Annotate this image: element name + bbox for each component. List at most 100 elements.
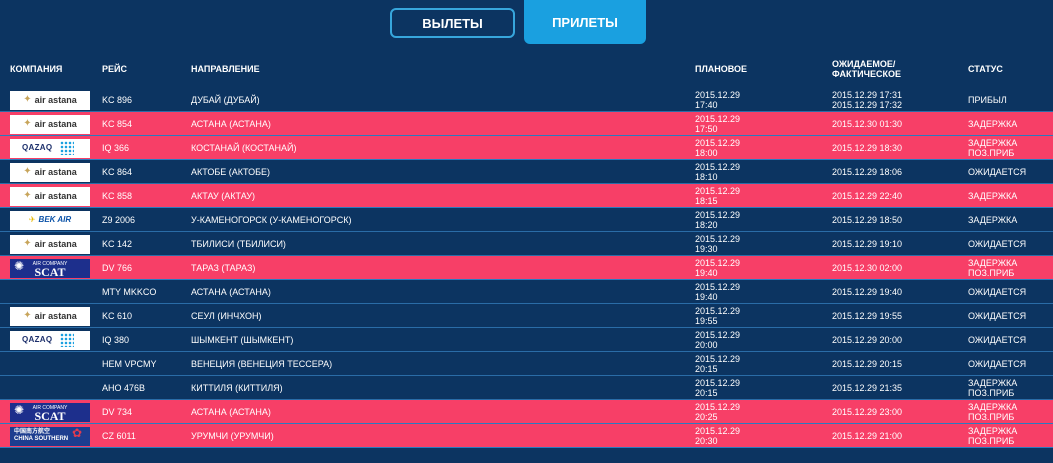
qazaq-dots-icon [60, 332, 74, 347]
status: ЗАДЕРЖКА ПОЗ.ПРИБ [968, 400, 1017, 424]
actual-time-line1: 2015.12.29 17:31 [832, 90, 903, 100]
planned-clock: 18:15 [695, 196, 718, 206]
table-row[interactable]: 中国南方航空 CHINA SOUTHERN ✿ CZ 6011 УРУМЧИ (УРУМ… [0, 424, 1053, 448]
air-astana-logo: ✦ air astana [10, 186, 90, 206]
table-row[interactable]: ✦ air astana KC 864 АКТОБЕ (АКТОБЕ) 2015.12.… [0, 160, 1053, 184]
status: ЗАДЕРЖКА [968, 208, 1017, 232]
table-row[interactable]: ✦ air astana KC 854 АСТАНА (АСТАНА) 2015.12.… [0, 112, 1053, 136]
planned-clock: 19:55 [695, 316, 718, 326]
status-line1: ЗАДЕРЖКА [968, 191, 1018, 201]
destination: ДУБАЙ (ДУБАЙ) [191, 95, 260, 105]
table-row[interactable]: QAZAQ IQ 366 КОСТАНАЙ (КОСТАНАЙ) 2015.12.29… [0, 136, 1053, 160]
tab-arrivals[interactable]: ПРИЛЕТЫ [524, 0, 646, 44]
destination: ТАРАЗ (ТАРАЗ) [191, 263, 256, 273]
airline-logo-cell: ✦ air astana [10, 232, 90, 256]
table-row[interactable]: AHO 476B КИТТИЛЯ (КИТТИЛЯ) 2015.12.29 20:15… [0, 376, 1053, 400]
header-actual: ОЖИДАЕМОЕ/ ФАКТИЧЕСКОЕ [832, 50, 901, 88]
table-row[interactable]: ✺ AIR COMPANY SCAT DV 734 АСТАНА (АСТАНА) 201… [0, 400, 1053, 424]
airline-logo-cell: ✦ air astana [10, 184, 90, 208]
actual-time-line1: 2015.12.29 18:50 [832, 215, 903, 225]
table-row[interactable]: ✦ air astana KC 610 СЕУЛ (ИНЧХОН) 2015.12.29… [0, 304, 1053, 328]
status: ЗАДЕРЖКА ПОЗ.ПРИБ [968, 136, 1017, 160]
planned-date: 2015.12.29 [695, 282, 741, 292]
destination: ВЕНЕЦИЯ (ВЕНЕЦИЯ ТЕССЕРА) [191, 359, 333, 369]
planned-clock: 17:40 [695, 100, 718, 110]
destination: КОСТАНАЙ (КОСТАНАЙ) [191, 143, 297, 153]
flight-number: HEM VPCMY [102, 359, 157, 369]
table-row[interactable]: ✈ BEK AIR Z9 2006 У-КАМЕНОГОРСК (У-КАМЕНОГО… [0, 208, 1053, 232]
kapok-flower-icon: ✿ [71, 426, 82, 440]
table-row[interactable]: ✦ air astana KC 142 ТБИЛИСИ (ТБИЛИСИ) 2015.1… [0, 232, 1053, 256]
destination: У-КАМЕНОГОРСК (У-КАМЕНОГОРСК) [191, 215, 352, 225]
actual-time: 2015.12.29 18:50 [832, 208, 902, 232]
actual-time: 2015.12.29 20:15 [832, 352, 902, 376]
actual-time: 2015.12.29 22:40 [832, 184, 902, 208]
logo-text: air astana [34, 311, 77, 321]
planned-time: 2015.12.29 20:00 [695, 328, 740, 352]
actual-time: 2015.12.29 21:35 [832, 376, 902, 400]
planned-time: 2015.12.29 20:25 [695, 400, 740, 424]
table-row[interactable]: ✦ air astana KC 896 ДУБАЙ (ДУБАЙ) 2015.12.29… [0, 88, 1053, 112]
flights-table: ✦ air astana KC 896 ДУБАЙ (ДУБАЙ) 2015.12.29… [0, 88, 1053, 448]
status-line1: ЗАДЕРЖКА [968, 426, 1018, 436]
status-line2: ПОЗ.ПРИБ [968, 436, 1015, 446]
scat-logo: ✺ AIR COMPANY SCAT [10, 258, 90, 278]
actual-time: 2015.12.29 20:00 [832, 328, 902, 352]
table-row[interactable]: ✺ AIR COMPANY SCAT DV 766 ТАРАЗ (ТАРАЗ) 2015.… [0, 256, 1053, 280]
qazaq-air-logo: QAZAQ [10, 138, 90, 158]
airline-logo-cell: ✈ BEK AIR [10, 208, 90, 232]
status: ЗАДЕРЖКА ПОЗ.ПРИБ [968, 256, 1017, 280]
status-line1: ОЖИДАЕТСЯ [968, 311, 1027, 321]
status: ОЖИДАЕТСЯ [968, 328, 1026, 352]
table-row[interactable]: MTY MKKCO АСТАНА (АСТАНА) 2015.12.29 19:40 2… [0, 280, 1053, 304]
airline-logo-cell: ✦ air astana [10, 88, 90, 112]
planned-date: 2015.12.29 [695, 90, 741, 100]
china-southern-logo: 中国南方航空 CHINA SOUTHERN ✿ [10, 426, 90, 446]
planned-clock: 20:00 [695, 340, 718, 350]
flight-number: KC 858 [102, 191, 133, 201]
actual-time-line1: 2015.12.29 20:15 [832, 359, 903, 369]
planned-date: 2015.12.29 [695, 234, 741, 244]
status-line2: ПОЗ.ПРИБ [968, 412, 1015, 422]
airline-logo-cell: ✺ AIR COMPANY SCAT [10, 256, 90, 280]
destination: УРУМЧИ (УРУМЧИ) [191, 431, 274, 441]
planned-time: 2015.12.29 17:50 [695, 112, 740, 136]
status: ОЖИДАЕТСЯ [968, 160, 1026, 184]
air-astana-emblem-icon: ✦ [23, 190, 32, 201]
header-actual-line1: ОЖИДАЕМОЕ/ [832, 59, 896, 69]
planned-time: 2015.12.29 19:40 [695, 256, 740, 280]
planned-time: 2015.12.29 19:40 [695, 280, 740, 304]
actual-time: 2015.12.29 19:10 [832, 232, 902, 256]
actual-time: 2015.12.30 02:00 [832, 256, 902, 280]
air-astana-emblem-icon: ✦ [23, 118, 32, 129]
planned-date: 2015.12.29 [695, 306, 741, 316]
planned-time: 2015.12.29 18:15 [695, 184, 740, 208]
table-row[interactable]: HEM VPCMY ВЕНЕЦИЯ (ВЕНЕЦИЯ ТЕССЕРА) 2015.1… [0, 352, 1053, 376]
status-line2: ПОЗ.ПРИБ [968, 148, 1015, 158]
logo-text: QAZAQ [22, 143, 53, 152]
status-line1: ЗАДЕРЖКА [968, 378, 1018, 388]
logo-text: SCAT [34, 409, 66, 422]
planned-clock: 18:10 [695, 172, 718, 182]
planned-time: 2015.12.29 19:55 [695, 304, 740, 328]
destination: КИТТИЛЯ (КИТТИЛЯ) [191, 383, 283, 393]
logo-text: SCAT [34, 265, 66, 278]
status: ОЖИДАЕТСЯ [968, 280, 1026, 304]
table-row[interactable]: QAZAQ IQ 380 ШЫМКЕНТ (ШЫМКЕНТ) 2015.12.29 20… [0, 328, 1053, 352]
status-line1: ПРИБЫЛ [968, 95, 1007, 105]
table-row[interactable]: ✦ air astana KC 858 АКТАУ (АКТАУ) 2015.12.29… [0, 184, 1053, 208]
tab-departures[interactable]: ВЫЛЕТЫ [390, 8, 515, 38]
scat-emblem-icon: ✺ [14, 402, 25, 417]
actual-time-line1: 2015.12.29 22:40 [832, 191, 903, 201]
planned-time: 2015.12.29 18:00 [695, 136, 740, 160]
qazaq-dots-icon [60, 140, 74, 155]
status: ПРИБЫЛ [968, 88, 1007, 112]
header-planned: ПЛАНОВОЕ [695, 64, 748, 74]
status-line1: ОЖИДАЕТСЯ [968, 287, 1027, 297]
logo-text: BEK AIR [38, 215, 72, 224]
airline-logo-cell: 中国南方航空 CHINA SOUTHERN ✿ [10, 424, 90, 448]
actual-time: 2015.12.29 19:40 [832, 280, 902, 304]
status: ЗАДЕРЖКА ПОЗ.ПРИБ [968, 424, 1017, 448]
destination: АКТОБЕ (АКТОБЕ) [191, 167, 270, 177]
actual-time: 2015.12.29 23:00 [832, 400, 902, 424]
